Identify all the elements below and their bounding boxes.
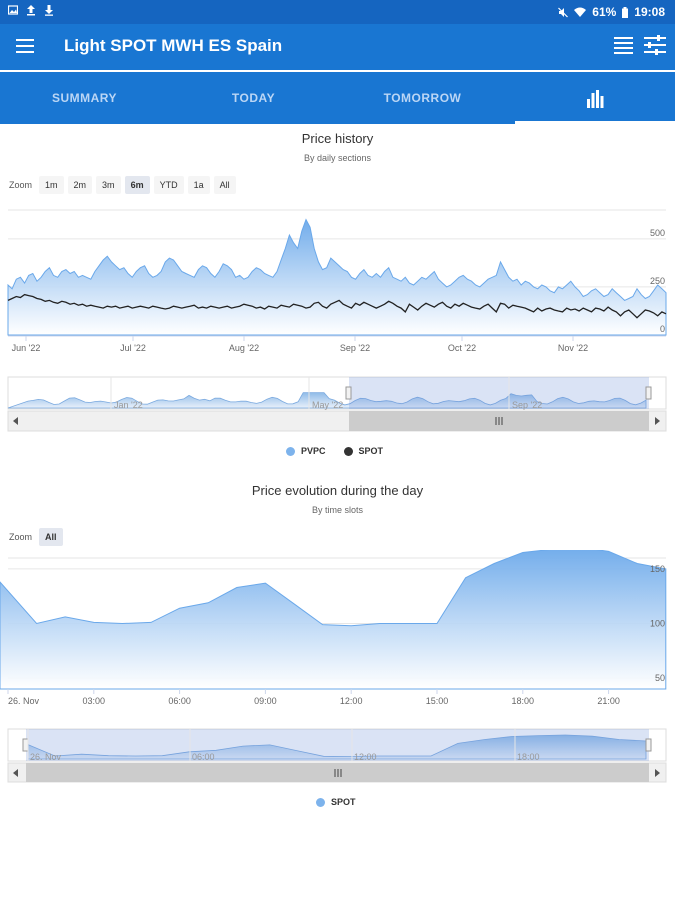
legend-item-spot[interactable]: SPOT	[343, 446, 384, 456]
scroll-right-arrow-icon[interactable]	[655, 417, 660, 425]
navigator-label: Sep '22	[512, 400, 542, 410]
spot-line	[7, 293, 667, 319]
day-navigator-handle-left[interactable]	[22, 738, 29, 752]
spot-day-area	[0, 550, 667, 690]
battery-icon	[622, 6, 629, 18]
list-view-icon[interactable]	[613, 34, 635, 56]
y-tick-label: 100	[650, 619, 665, 629]
y-tick-label: 250	[650, 276, 665, 286]
y-tick-label: 0	[660, 324, 665, 334]
history-navigator-handle-right[interactable]	[645, 386, 652, 400]
zoom-1m-button[interactable]: 1m	[39, 176, 64, 194]
legend-label: SPOT	[358, 446, 384, 456]
scroll-right-arrow-icon[interactable]	[655, 769, 660, 777]
scroll-left-arrow-icon[interactable]	[13, 417, 18, 425]
settings-sliders-icon[interactable]	[643, 34, 667, 56]
tab-bar: SUMMARY TODAY TOMORROW	[0, 72, 675, 124]
bar-chart-icon	[587, 89, 604, 108]
x-tick-label: Nov '22	[558, 343, 588, 353]
navigator-label: May '22	[312, 400, 343, 410]
day-zoom-bar: Zoom All	[9, 528, 63, 546]
day-navigator-series	[27, 734, 647, 760]
y-tick-label: 500	[650, 228, 665, 238]
zoom-ytd-button[interactable]: YTD	[153, 176, 184, 194]
zoom-6m-button[interactable]: 6m	[124, 176, 150, 194]
x-tick-label: 18:00	[512, 696, 535, 706]
legend-item-pvpc[interactable]: PVPC	[286, 446, 326, 456]
mute-icon	[558, 7, 569, 17]
tab-tomorrow[interactable]: TOMORROW	[383, 91, 462, 105]
day-zoom-all-button[interactable]: All	[39, 528, 63, 546]
x-tick-label: Jul '22	[120, 343, 146, 353]
navigator-label: 12:00	[354, 752, 377, 762]
day-navigator-handle-right[interactable]	[645, 738, 652, 752]
clock: 19:08	[634, 5, 665, 19]
history-legend: PVPC SPOT	[286, 446, 383, 456]
tab-charts[interactable]	[515, 72, 675, 124]
x-tick-label: 21:00	[597, 696, 620, 706]
x-tick-label: Sep '22	[340, 343, 370, 353]
history-navigator-handle-left[interactable]	[345, 386, 352, 400]
navigator-label: 26. Nov	[30, 752, 62, 762]
history-navigator-series	[7, 392, 647, 409]
navigator-label: 06:00	[192, 752, 215, 762]
history-zoom-label: Zoom	[9, 180, 33, 190]
zoom-all-button[interactable]: All	[213, 176, 236, 194]
x-tick-label: 15:00	[426, 696, 449, 706]
y-tick-label: 50	[655, 673, 665, 683]
day-chart-subtitle: By time slots	[311, 505, 363, 515]
day-price-chart[interactable]: 50 100 150 26. Nov 03:00 06:00 09:00 12:00 15:0…	[0, 550, 675, 790]
history-chart-title: Price history	[301, 131, 374, 146]
x-tick-label: 09:00	[254, 696, 277, 706]
day-zoom-label: Zoom	[9, 532, 33, 542]
history-chart-subtitle: By daily sections	[303, 153, 372, 163]
day-navigator-window[interactable]	[26, 729, 649, 761]
legend-dot	[286, 446, 295, 456]
pvpc-area	[7, 218, 667, 336]
tab-today[interactable]: TODAY	[231, 91, 276, 105]
y-tick-label: 150	[650, 564, 665, 574]
upload-notification-icon	[27, 5, 35, 16]
navigator-label: 18:00	[517, 752, 540, 762]
day-chart-title: Price evolution during the day	[251, 483, 424, 498]
x-tick-label: 12:00	[340, 696, 363, 706]
x-tick-label: 06:00	[168, 696, 191, 706]
app-bar: Light SPOT MWH ES Spain	[0, 24, 675, 70]
history-navigator-window[interactable]	[349, 377, 649, 409]
x-tick-label: 03:00	[83, 696, 106, 706]
day-legend: SPOT	[316, 797, 356, 807]
app-title: Light SPOT MWH ES Spain	[64, 36, 283, 55]
battery-percent: 61%	[592, 5, 617, 19]
legend-dot	[316, 797, 325, 807]
price-history-chart[interactable]: 0 250 500 Jun '22 Jul '22 Aug '22 Sep '22 Oct …	[0, 200, 675, 440]
legend-dot	[343, 446, 353, 456]
zoom-2m-button[interactable]: 2m	[67, 176, 93, 194]
scroll-grip-icon	[334, 769, 342, 777]
zoom-3m-button[interactable]: 3m	[96, 176, 121, 194]
x-tick-label: Jun '22	[12, 343, 41, 353]
scroll-grip-icon	[495, 417, 503, 425]
x-tick-label: Aug '22	[229, 343, 259, 353]
status-bar: 61% 19:08	[0, 0, 675, 24]
tab-summary[interactable]: SUMMARY	[51, 91, 118, 105]
x-tick-label: Oct '22	[448, 343, 476, 353]
history-zoom-bar: Zoom 1m 2m 3m 6m YTD 1a All	[9, 176, 236, 194]
image-notification-icon	[8, 5, 18, 15]
wifi-icon	[574, 7, 587, 17]
scroll-left-arrow-icon[interactable]	[13, 769, 18, 777]
hamburger-menu-icon[interactable]	[16, 38, 36, 54]
legend-label: SPOT	[331, 797, 356, 807]
legend-label: PVPC	[301, 446, 326, 456]
zoom-1a-button[interactable]: 1a	[187, 176, 210, 194]
navigator-label: Jan '22	[114, 400, 143, 410]
download-notification-icon	[45, 5, 53, 16]
legend-item-spot-day[interactable]: SPOT	[316, 797, 356, 807]
x-tick-label: 26. Nov	[8, 696, 40, 706]
